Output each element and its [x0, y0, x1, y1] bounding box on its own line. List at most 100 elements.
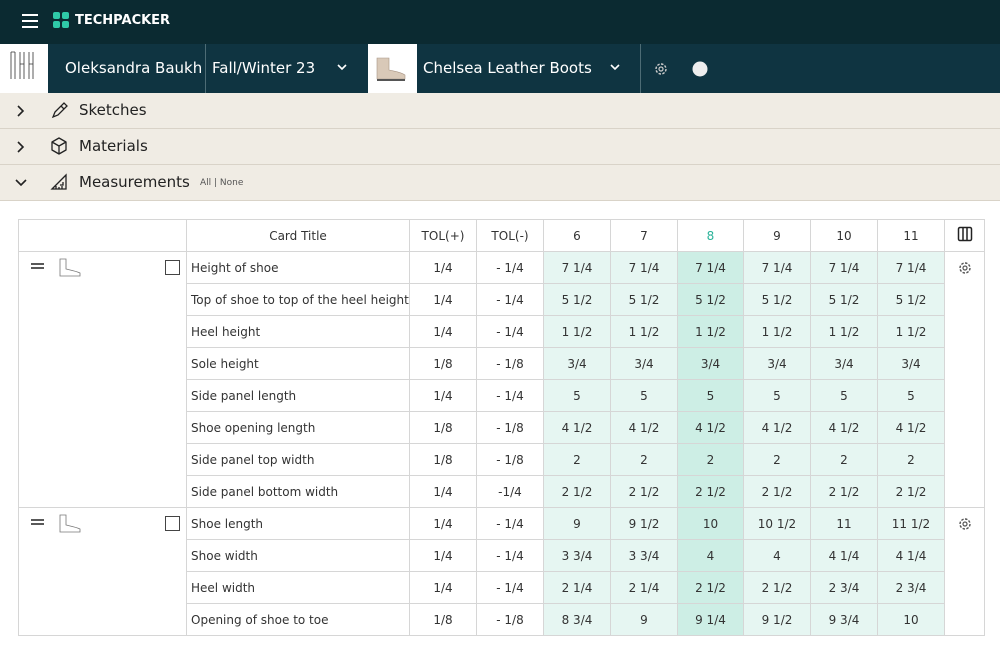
size-value[interactable]: 2 — [610, 443, 678, 476]
expand-chevron[interactable] — [15, 141, 27, 153]
size-value[interactable]: 4 1/2 — [810, 411, 878, 444]
size-value[interactable]: 3/4 — [610, 347, 678, 380]
size-value[interactable]: 2 1/2 — [877, 475, 945, 508]
size-value[interactable]: 5 1/2 — [677, 283, 744, 316]
size-value[interactable]: 11 — [810, 507, 878, 540]
size-value[interactable]: 5 — [610, 379, 678, 412]
size-value[interactable]: 3/4 — [810, 347, 878, 380]
size-value[interactable]: 3 3/4 — [543, 539, 611, 572]
column-settings[interactable] — [944, 219, 985, 252]
section-header[interactable]: Measurements All | None — [0, 165, 1000, 201]
size-value[interactable]: 1 1/2 — [543, 315, 611, 348]
section-header[interactable]: Materials — [0, 129, 1000, 165]
size-value[interactable]: 9 — [543, 507, 611, 540]
size-value[interactable]: 5 — [677, 379, 744, 412]
size-value[interactable]: 1 1/2 — [610, 315, 678, 348]
size-value[interactable]: 3/4 — [743, 347, 811, 380]
section-label[interactable]: Materials — [79, 137, 148, 155]
size-value[interactable]: 3/4 — [543, 347, 611, 380]
size-value[interactable]: 3/4 — [677, 347, 744, 380]
size-value[interactable]: 8 3/4 — [543, 603, 611, 636]
size-value[interactable]: 2 — [543, 443, 611, 476]
size-value[interactable]: 10 — [877, 603, 945, 636]
size-value[interactable]: 1 1/2 — [810, 315, 878, 348]
size-value[interactable]: 2 1/4 — [610, 571, 678, 604]
product-dropdown[interactable] — [610, 64, 620, 72]
size-value[interactable]: 9 — [610, 603, 678, 636]
section-header[interactable]: Sketches — [0, 93, 1000, 129]
size-value[interactable]: 3/4 — [877, 347, 945, 380]
size-value[interactable]: 7 1/4 — [543, 251, 611, 284]
size-value[interactable]: 4 1/2 — [877, 411, 945, 444]
size-value[interactable]: 2 1/2 — [610, 475, 678, 508]
size-value[interactable]: 4 — [743, 539, 811, 572]
size-value[interactable]: 1 1/2 — [677, 315, 744, 348]
size-value[interactable]: 2 3/4 — [810, 571, 878, 604]
size-value[interactable]: 2 1/2 — [543, 475, 611, 508]
size-value[interactable]: 4 1/2 — [677, 411, 744, 444]
size-value[interactable]: 10 1/2 — [743, 507, 811, 540]
row-settings[interactable] — [944, 251, 985, 508]
row-settings-button[interactable] — [957, 260, 973, 276]
size-value[interactable]: 2 1/2 — [743, 475, 811, 508]
section-label[interactable]: Sketches — [79, 101, 147, 119]
row-checkbox[interactable] — [165, 260, 180, 275]
size-value[interactable]: 1 1/2 — [877, 315, 945, 348]
size-value[interactable]: 2 1/2 — [743, 571, 811, 604]
size-value[interactable]: 5 1/2 — [877, 283, 945, 316]
size-value[interactable]: 4 1/4 — [877, 539, 945, 572]
size-value[interactable]: 2 — [677, 443, 744, 476]
size-value[interactable]: 2 1/2 — [677, 475, 744, 508]
size-value[interactable]: 4 1/2 — [543, 411, 611, 444]
size-value[interactable]: 11 1/2 — [877, 507, 945, 540]
size-value[interactable]: 9 1/2 — [610, 507, 678, 540]
size-value[interactable]: 5 — [543, 379, 611, 412]
size-value[interactable]: 7 1/4 — [877, 251, 945, 284]
expand-chevron[interactable] — [15, 177, 27, 189]
expand-chevron[interactable] — [15, 105, 27, 117]
size-value[interactable]: 5 1/2 — [743, 283, 811, 316]
size-value[interactable]: 5 1/2 — [543, 283, 611, 316]
size-value[interactable]: 4 1/2 — [610, 411, 678, 444]
status-indicator[interactable] — [692, 61, 708, 77]
drag-handle[interactable] — [31, 517, 45, 527]
size-value[interactable]: 10 — [677, 507, 744, 540]
brand-logo[interactable] — [0, 44, 48, 93]
size-value[interactable]: 2 3/4 — [877, 571, 945, 604]
size-value[interactable]: 1 1/2 — [743, 315, 811, 348]
season-dropdown[interactable] — [337, 64, 347, 72]
select-filter[interactable]: All | None — [200, 178, 244, 188]
size-value[interactable]: 2 — [810, 443, 878, 476]
row-settings-button[interactable] — [957, 516, 973, 532]
size-value[interactable]: 7 1/4 — [810, 251, 878, 284]
size-value[interactable]: 7 1/4 — [743, 251, 811, 284]
sketch-thumbnail[interactable] — [57, 512, 85, 534]
size-value[interactable]: 7 1/4 — [610, 251, 678, 284]
size-value[interactable]: 4 — [677, 539, 744, 572]
section-label[interactable]: Measurements — [79, 173, 190, 191]
drag-handle[interactable] — [31, 261, 45, 271]
size-value[interactable]: 7 1/4 — [677, 251, 744, 284]
size-value[interactable]: 5 — [743, 379, 811, 412]
size-value[interactable]: 2 — [743, 443, 811, 476]
menu-button[interactable] — [22, 14, 38, 28]
season[interactable]: Fall/Winter 23 — [212, 59, 316, 77]
size-value[interactable]: 2 1/4 — [543, 571, 611, 604]
columns-icon[interactable] — [957, 226, 973, 242]
size-value[interactable]: 2 1/2 — [810, 475, 878, 508]
size-value[interactable]: 4 1/2 — [743, 411, 811, 444]
size-value[interactable]: 4 1/4 — [810, 539, 878, 572]
size-value[interactable]: 2 1/2 — [677, 571, 744, 604]
size-value[interactable]: 5 — [810, 379, 878, 412]
size-value[interactable]: 2 — [877, 443, 945, 476]
product-thumbnail[interactable] — [368, 44, 417, 93]
product-name[interactable]: Chelsea Leather Boots — [423, 59, 592, 77]
size-value[interactable]: 3 3/4 — [610, 539, 678, 572]
size-value[interactable]: 9 1/2 — [743, 603, 811, 636]
designer[interactable]: Oleksandra Baukh — [65, 59, 203, 77]
sketch-thumbnail[interactable] — [57, 256, 85, 278]
size-value[interactable]: 5 — [877, 379, 945, 412]
size-value[interactable]: 5 1/2 — [610, 283, 678, 316]
size-value[interactable]: 9 1/4 — [677, 603, 744, 636]
settings-button[interactable] — [653, 61, 669, 77]
